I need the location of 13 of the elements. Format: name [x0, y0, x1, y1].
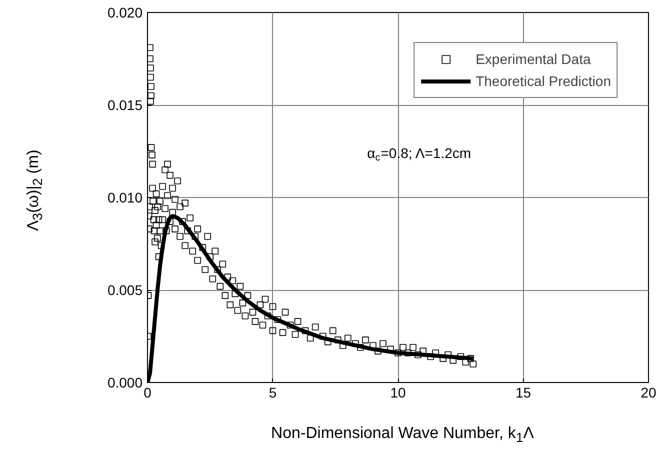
legend-label: Theoretical Prediction — [476, 73, 611, 89]
legend-label: Experimental Data — [476, 51, 591, 67]
x-tick-label: 15 — [515, 384, 532, 400]
y-tick-label: 0.010 — [107, 190, 143, 206]
y-tick-label: 0.020 — [107, 4, 143, 20]
x-tick-label: 0 — [144, 384, 152, 400]
x-tick-label: 10 — [390, 384, 406, 400]
x-axis-title: Non-Dimensional Wave Number, k$_{1}$Λ — [271, 424, 534, 448]
x-tick-label: 5 — [268, 384, 277, 400]
y-tick-label: 0.000 — [107, 374, 143, 390]
x-tick-label: 20 — [640, 384, 656, 400]
y-tick-label: 0.005 — [107, 282, 143, 298]
y-tick-label: 0.015 — [107, 97, 143, 113]
